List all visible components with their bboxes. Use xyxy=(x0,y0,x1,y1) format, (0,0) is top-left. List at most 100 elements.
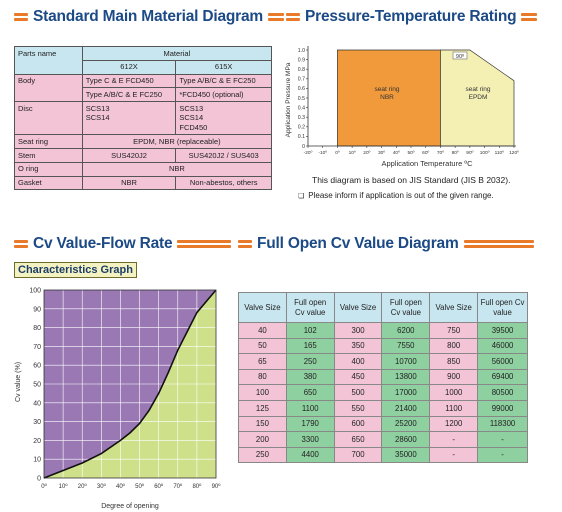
table-row: 250 4400 700 35000- - xyxy=(238,446,528,464)
cv-x-tick-label: 50º xyxy=(135,483,145,490)
seat-ring-label: Seat ring xyxy=(14,134,83,149)
cv-y-tick-label: 0 xyxy=(37,476,41,483)
cv-y-tick-label: 40 xyxy=(33,400,41,407)
bullet-icon: ❏ xyxy=(298,192,305,200)
pt-x-tick-label: 120º xyxy=(509,150,519,156)
cv-chart-curve xyxy=(43,289,217,479)
valve-size-cell: - xyxy=(429,446,479,464)
cv-value-cell: 39500 xyxy=(477,322,528,339)
pt-chart-areas xyxy=(337,49,515,147)
corner-angle-label: 90º xyxy=(456,53,464,60)
table-row: 100 650 500 17000 1000 80500 xyxy=(238,384,528,401)
cv-value-cell: 21400 xyxy=(381,399,431,417)
stem-612: SUS420J2 xyxy=(81,148,177,163)
cv-value-cell: 28600 xyxy=(381,431,431,448)
cv-y-tick-label: 30 xyxy=(33,419,41,426)
valve-size-cell: 600 xyxy=(333,415,383,433)
cv-xlabel: Degree of opening xyxy=(101,503,159,510)
pt-y-tick-label: 0.3 xyxy=(298,115,305,121)
cv-chart-below-area xyxy=(44,290,216,478)
valve-size-cell: 80 xyxy=(238,368,287,386)
disc-612-a: SCS13 xyxy=(85,103,110,113)
cv-value-header: Full open Cv value xyxy=(381,292,431,323)
valve-size-cell: 700 xyxy=(333,446,383,464)
pt-x-tick-label: 0º xyxy=(335,150,340,156)
cv-full-section-title: Full Open Cv Value Diagram xyxy=(238,235,534,253)
pt-y-tick-label: 0.6 xyxy=(298,86,305,92)
title-decoration xyxy=(521,13,538,21)
pt-y-tick-label: 0.4 xyxy=(298,105,305,111)
cv-value-cell: 46000 xyxy=(477,337,528,355)
cv-plot-frame xyxy=(43,289,217,479)
pt-y-tick-label: 0.2 xyxy=(298,125,305,131)
valve-size-cell: 550 xyxy=(333,399,383,417)
disc-615-c: FCD450 xyxy=(179,123,208,132)
table-row: 65 250 400 10700 850 56000 xyxy=(238,353,528,370)
pt-x-tick-label: 110º xyxy=(495,150,505,156)
table-row: 50 165 350 7550 800 46000 xyxy=(238,337,528,355)
cv-value-header: Full open Cv value xyxy=(285,292,335,323)
body-615-b: *FCD450 (optional) xyxy=(175,87,272,102)
valve-size-cell: 750 xyxy=(429,322,479,339)
valve-size-cell: 200 xyxy=(238,431,287,448)
o-ring-value: NBR xyxy=(81,161,273,177)
pt-x-tick-label: 70º xyxy=(437,150,444,156)
valve-size-cell: - xyxy=(429,431,479,448)
cv-chart-y-ticks: 0 10 20 30 40 50 60 70 80 90 100 xyxy=(29,288,41,483)
cv-value-cell: 13800 xyxy=(381,368,431,386)
cv-x-tick-label: 30º xyxy=(97,483,107,490)
title-decoration xyxy=(463,240,534,248)
epdm-area-label-1: seat ring xyxy=(466,86,491,93)
inform-note: ❏ Please inform if application is out of … xyxy=(298,191,494,200)
cv-chart-axes xyxy=(43,289,217,479)
pt-x-tick-label: 80º xyxy=(452,150,459,156)
valve-size-header: Valve Size xyxy=(429,292,479,323)
cv-below-area xyxy=(44,290,216,478)
valve-size-cell: 400 xyxy=(333,353,383,370)
cv-value-cell: 1100 xyxy=(285,399,335,417)
title-decoration xyxy=(14,240,28,248)
valve-size-cell: 50 xyxy=(238,337,287,355)
pt-x-tick-label: -20º xyxy=(304,150,313,156)
pressure-temperature-chart: 0 0.1 0.2 0.3 0.4 0.5 0.6 0.7 0.8 0.9 1.0 -20º -10º… xyxy=(285,46,519,168)
cv-x-tick-label: 0º xyxy=(41,483,47,490)
cv-value-cell: 380 xyxy=(285,368,335,386)
pt-x-tick-label: 10º xyxy=(349,150,356,156)
cv-value-cell: - xyxy=(477,431,528,448)
pt-y-tick-label: 0.8 xyxy=(298,67,305,73)
valve-size-cell: 150 xyxy=(238,415,287,433)
valve-size-cell: 100 xyxy=(238,384,287,401)
valve-size-cell: 850 xyxy=(429,353,479,370)
valve-size-header: Valve Size xyxy=(238,292,287,323)
material-section-title: Standard Main Material Diagram xyxy=(14,8,285,26)
pt-x-tick-label: 20º xyxy=(363,150,370,156)
cv-value-cell: 3300 xyxy=(285,431,335,448)
pt-ylabel: Application Pressure MPa xyxy=(285,62,292,137)
pt-x-tick-label: 40º xyxy=(393,150,400,156)
pt-xlabel: Application Temperature ºC xyxy=(382,159,474,168)
valve-size-cell: 125 xyxy=(238,399,287,417)
inform-note-text: Please inform if application is out of t… xyxy=(308,191,494,200)
pt-x-tick-label: 90º xyxy=(466,150,473,156)
cv-y-tick-label: 10 xyxy=(33,457,41,464)
cv-value-cell: 80500 xyxy=(477,384,528,401)
cv-value-cell: 69400 xyxy=(477,368,528,386)
body-612-b: Type A/B/C & E FC250 xyxy=(81,87,177,102)
cv-value-cell: 7550 xyxy=(381,337,431,355)
valve-size-header: Valve Size xyxy=(333,292,383,323)
valve-size-cell: 65 xyxy=(238,353,287,370)
pt-chart-axes xyxy=(307,46,516,147)
valve-size-cell: 1000 xyxy=(429,384,479,401)
cv-y-tick-label: 20 xyxy=(33,438,41,445)
disc-612: SCS13 SCS14 xyxy=(81,100,177,136)
valve-size-cell: 350 xyxy=(333,337,383,355)
stem-615: SUS420J2 / SUS403 xyxy=(175,148,272,163)
jis-note: This diagram is based on JIS Standard (J… xyxy=(312,175,511,185)
cv-value-cell: 35000 xyxy=(381,446,431,464)
table-row: 200 3300 650 28600- - xyxy=(238,431,528,448)
cv-x-tick-label: 70º xyxy=(173,483,183,490)
disc-615-b: SCS14 xyxy=(179,113,204,123)
title-decoration xyxy=(238,240,252,248)
valve-size-cell: 1100 xyxy=(429,399,479,417)
epdm-area-label-2: EPDM xyxy=(469,94,488,101)
